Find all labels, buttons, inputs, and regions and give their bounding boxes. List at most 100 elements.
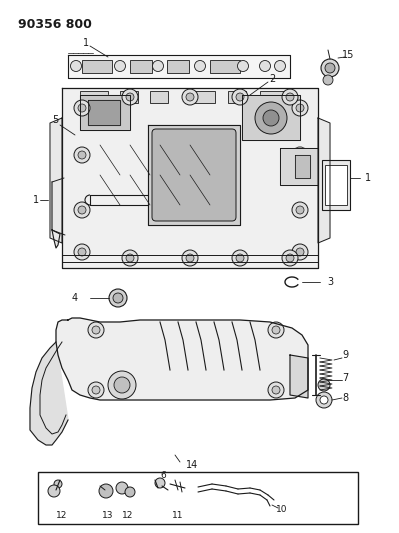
Circle shape — [92, 326, 100, 334]
Circle shape — [122, 250, 138, 266]
Text: 9: 9 — [342, 350, 348, 360]
Circle shape — [236, 254, 244, 262]
Circle shape — [108, 371, 136, 399]
Circle shape — [109, 289, 127, 307]
Circle shape — [323, 75, 333, 85]
Circle shape — [268, 382, 284, 398]
Circle shape — [92, 386, 100, 394]
Circle shape — [99, 484, 113, 498]
Circle shape — [74, 100, 90, 116]
Bar — [260, 91, 288, 103]
Bar — [82, 60, 112, 73]
Circle shape — [186, 254, 194, 262]
Text: 2: 2 — [269, 74, 275, 84]
Circle shape — [78, 104, 86, 112]
Text: 7: 7 — [342, 373, 348, 383]
Polygon shape — [50, 118, 62, 243]
Polygon shape — [290, 355, 308, 398]
Circle shape — [237, 61, 249, 71]
Circle shape — [263, 110, 279, 126]
Polygon shape — [30, 342, 68, 445]
Circle shape — [194, 61, 205, 71]
Circle shape — [268, 322, 284, 338]
Bar — [38, 472, 358, 524]
Circle shape — [113, 293, 123, 303]
Circle shape — [282, 89, 298, 105]
Circle shape — [48, 485, 60, 497]
Circle shape — [126, 93, 134, 101]
Circle shape — [78, 248, 86, 256]
Text: 10: 10 — [276, 505, 288, 514]
Polygon shape — [242, 95, 300, 140]
Circle shape — [286, 254, 294, 262]
Bar — [228, 91, 246, 103]
Circle shape — [296, 248, 304, 256]
Circle shape — [88, 382, 104, 398]
Circle shape — [320, 396, 328, 404]
Polygon shape — [280, 148, 318, 185]
Bar — [130, 60, 152, 73]
Circle shape — [296, 206, 304, 214]
Circle shape — [88, 322, 104, 338]
Text: 12: 12 — [122, 512, 134, 521]
Circle shape — [321, 59, 339, 77]
Circle shape — [114, 377, 130, 393]
Circle shape — [292, 244, 308, 260]
Circle shape — [74, 202, 90, 218]
Circle shape — [126, 254, 134, 262]
Circle shape — [259, 61, 271, 71]
Polygon shape — [88, 100, 120, 125]
Circle shape — [182, 89, 198, 105]
Circle shape — [116, 482, 128, 494]
Circle shape — [255, 102, 287, 134]
Circle shape — [78, 151, 86, 159]
Circle shape — [318, 379, 330, 391]
Bar — [185, 91, 215, 103]
Polygon shape — [68, 55, 290, 78]
Circle shape — [186, 93, 194, 101]
Circle shape — [54, 480, 62, 488]
Polygon shape — [56, 318, 308, 400]
Bar — [322, 160, 350, 210]
Text: 14: 14 — [186, 460, 198, 470]
Circle shape — [292, 147, 308, 163]
Text: 1: 1 — [365, 173, 371, 183]
Text: 15: 15 — [342, 50, 354, 60]
Bar — [325, 165, 347, 205]
Circle shape — [125, 487, 135, 497]
Text: 6: 6 — [160, 472, 166, 481]
Circle shape — [182, 250, 198, 266]
Circle shape — [236, 93, 244, 101]
Circle shape — [292, 100, 308, 116]
Text: 13: 13 — [102, 512, 114, 521]
Bar — [120, 91, 138, 103]
Circle shape — [325, 63, 335, 73]
Polygon shape — [52, 182, 60, 248]
Bar — [210, 60, 240, 73]
Text: 8: 8 — [342, 393, 348, 403]
Text: 90356 800: 90356 800 — [18, 18, 92, 31]
Polygon shape — [318, 118, 330, 243]
Circle shape — [286, 93, 294, 101]
Circle shape — [78, 206, 86, 214]
FancyBboxPatch shape — [152, 129, 236, 221]
Bar — [167, 60, 189, 73]
Text: 5: 5 — [52, 115, 58, 125]
Circle shape — [272, 386, 280, 394]
Circle shape — [232, 89, 248, 105]
Circle shape — [152, 61, 164, 71]
Polygon shape — [148, 125, 240, 225]
Circle shape — [296, 151, 304, 159]
Circle shape — [272, 326, 280, 334]
Text: 12: 12 — [56, 512, 68, 521]
Polygon shape — [80, 95, 130, 130]
Circle shape — [71, 61, 81, 71]
Text: 1: 1 — [33, 195, 39, 205]
Circle shape — [155, 478, 165, 488]
Circle shape — [74, 147, 90, 163]
Circle shape — [74, 244, 90, 260]
Polygon shape — [295, 155, 310, 178]
Text: 1: 1 — [83, 38, 89, 48]
Text: 3: 3 — [327, 277, 333, 287]
Polygon shape — [62, 88, 318, 268]
